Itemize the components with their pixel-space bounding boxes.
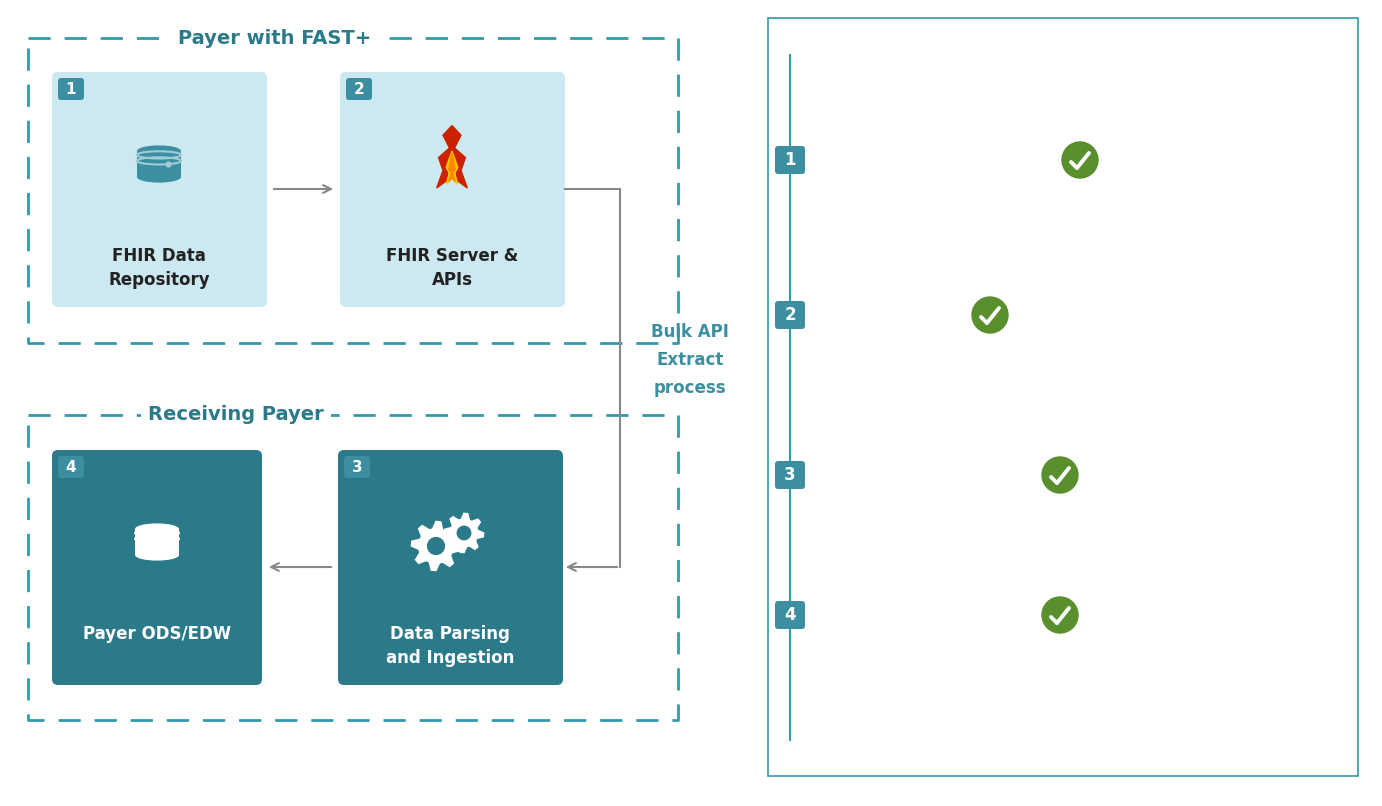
Polygon shape [437,126,467,188]
Ellipse shape [135,523,180,534]
FancyBboxPatch shape [775,461,804,489]
Text: Data Parsing
and Ingestion: Data Parsing and Ingestion [386,625,514,667]
FancyBboxPatch shape [775,146,804,174]
Polygon shape [446,152,457,184]
FancyBboxPatch shape [344,456,370,478]
Text: 3: 3 [351,459,362,475]
Ellipse shape [137,145,181,156]
Bar [135,529,180,555]
FancyBboxPatch shape [775,601,804,629]
Text: FHIR Server &
APIs: FHIR Server & APIs [386,247,518,289]
FancyBboxPatch shape [58,78,84,100]
Text: Bulk API
Extract
process: Bulk API Extract process [651,323,728,397]
Bar [768,18,1359,776]
Text: FHIR Data
Repository: FHIR Data Repository [108,247,210,289]
Text: Payer ODS/EDW: Payer ODS/EDW [83,625,231,643]
Text: 2: 2 [784,306,796,324]
Polygon shape [412,521,460,571]
Circle shape [1061,142,1099,178]
FancyBboxPatch shape [775,301,804,329]
Ellipse shape [137,172,181,183]
Polygon shape [445,513,484,553]
Circle shape [457,526,471,540]
Bar [137,151,181,177]
Circle shape [1042,457,1078,493]
Circle shape [427,538,445,555]
Text: Receiving Payer: Receiving Payer [148,405,323,425]
Circle shape [1042,597,1078,633]
Text: 4: 4 [784,606,796,624]
FancyBboxPatch shape [58,456,84,478]
Ellipse shape [135,550,180,561]
Text: Payer with FAST+: Payer with FAST+ [178,28,372,48]
Text: 3: 3 [784,466,796,484]
FancyBboxPatch shape [346,78,372,100]
FancyBboxPatch shape [339,450,562,685]
FancyBboxPatch shape [340,72,565,307]
FancyBboxPatch shape [53,450,263,685]
FancyBboxPatch shape [53,72,267,307]
Text: 1: 1 [784,151,796,169]
Polygon shape [449,153,455,181]
Circle shape [972,297,1007,333]
Text: 4: 4 [66,459,76,475]
Text: 2: 2 [354,81,365,97]
Text: 1: 1 [66,81,76,97]
